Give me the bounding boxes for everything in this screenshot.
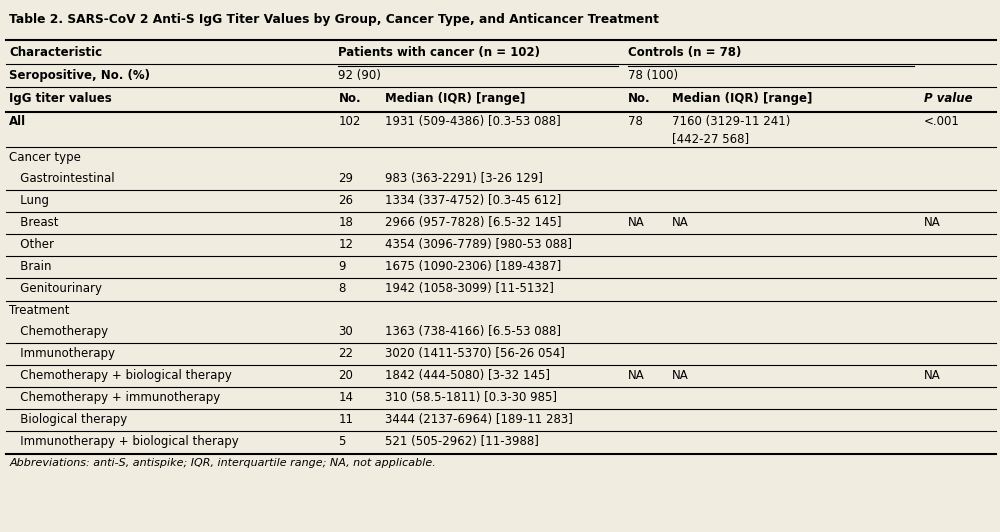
Text: 22: 22 [338,347,353,360]
Text: 20: 20 [338,369,353,381]
Text: Gastrointestinal: Gastrointestinal [9,172,115,185]
Text: Chemotherapy: Chemotherapy [9,325,108,338]
Text: 78: 78 [628,115,643,128]
Text: NA: NA [628,369,644,381]
Text: NA: NA [628,215,644,229]
Text: Table 2. SARS-CoV 2 Anti-S IgG Titer Values by Group, Cancer Type, and Anticance: Table 2. SARS-CoV 2 Anti-S IgG Titer Val… [9,13,659,26]
Text: 3020 (1411-5370) [56-26 054]: 3020 (1411-5370) [56-26 054] [385,347,565,360]
Text: Patients with cancer (n = 102): Patients with cancer (n = 102) [338,46,540,60]
Text: 1334 (337-4752) [0.3-45 612]: 1334 (337-4752) [0.3-45 612] [385,194,562,206]
Text: 92 (90): 92 (90) [338,69,381,82]
Text: Characteristic: Characteristic [9,46,102,60]
Text: Median (IQR) [range]: Median (IQR) [range] [385,92,526,104]
Text: No.: No. [628,92,650,104]
Text: P value: P value [924,92,972,104]
Text: 14: 14 [338,390,353,404]
Text: 2966 (957-7828) [6.5-32 145]: 2966 (957-7828) [6.5-32 145] [385,215,562,229]
Text: 1363 (738-4166) [6.5-53 088]: 1363 (738-4166) [6.5-53 088] [385,325,561,338]
Text: Breast: Breast [9,215,59,229]
Text: 18: 18 [338,215,353,229]
Text: 30: 30 [338,325,353,338]
Text: Chemotherapy + biological therapy: Chemotherapy + biological therapy [9,369,232,381]
Text: Controls (n = 78): Controls (n = 78) [628,46,741,60]
Text: 5: 5 [338,435,346,447]
Text: Immunotherapy + biological therapy: Immunotherapy + biological therapy [9,435,239,447]
Text: 9: 9 [338,260,346,272]
Text: 1931 (509-4386) [0.3-53 088]: 1931 (509-4386) [0.3-53 088] [385,115,561,128]
Text: NA: NA [672,369,688,381]
Text: 11: 11 [338,413,353,426]
Text: 4354 (3096-7789) [980-53 088]: 4354 (3096-7789) [980-53 088] [385,238,572,251]
Text: Median (IQR) [range]: Median (IQR) [range] [672,92,812,104]
Text: 521 (505-2962) [11-3988]: 521 (505-2962) [11-3988] [385,435,539,447]
Text: 29: 29 [338,172,353,185]
Text: 1842 (444-5080) [3-32 145]: 1842 (444-5080) [3-32 145] [385,369,550,381]
Text: IgG titer values: IgG titer values [9,92,112,104]
Text: 3444 (2137-6964) [189-11 283]: 3444 (2137-6964) [189-11 283] [385,413,573,426]
Text: NA: NA [672,215,688,229]
Text: 12: 12 [338,238,353,251]
Text: 78 (100): 78 (100) [628,69,678,82]
Text: 983 (363-2291) [3-26 129]: 983 (363-2291) [3-26 129] [385,172,543,185]
Text: Other: Other [9,238,54,251]
Text: Genitourinary: Genitourinary [9,281,102,295]
Text: Cancer type: Cancer type [9,151,81,164]
Text: Abbreviations: anti-S, antispike; IQR, interquartile range; NA, not applicable.: Abbreviations: anti-S, antispike; IQR, i… [9,458,436,468]
Text: NA: NA [924,215,941,229]
Text: NA: NA [924,369,941,381]
Text: Seropositive, No. (%): Seropositive, No. (%) [9,69,150,82]
Text: Lung: Lung [9,194,49,206]
Text: 7160 (3129-11 241)
[442-27 568]: 7160 (3129-11 241) [442-27 568] [672,115,790,145]
Text: Treatment: Treatment [9,304,70,317]
Text: 102: 102 [338,115,361,128]
Text: Brain: Brain [9,260,52,272]
Text: No.: No. [338,92,361,104]
Text: 26: 26 [338,194,353,206]
Text: 1675 (1090-2306) [189-4387]: 1675 (1090-2306) [189-4387] [385,260,562,272]
Text: All: All [9,115,26,128]
Text: 1942 (1058-3099) [11-5132]: 1942 (1058-3099) [11-5132] [385,281,554,295]
Text: Biological therapy: Biological therapy [9,413,128,426]
Text: Chemotherapy + immunotherapy: Chemotherapy + immunotherapy [9,390,221,404]
Text: 310 (58.5-1811) [0.3-30 985]: 310 (58.5-1811) [0.3-30 985] [385,390,557,404]
Text: 8: 8 [338,281,346,295]
Text: Immunotherapy: Immunotherapy [9,347,115,360]
Text: <.001: <.001 [924,115,960,128]
